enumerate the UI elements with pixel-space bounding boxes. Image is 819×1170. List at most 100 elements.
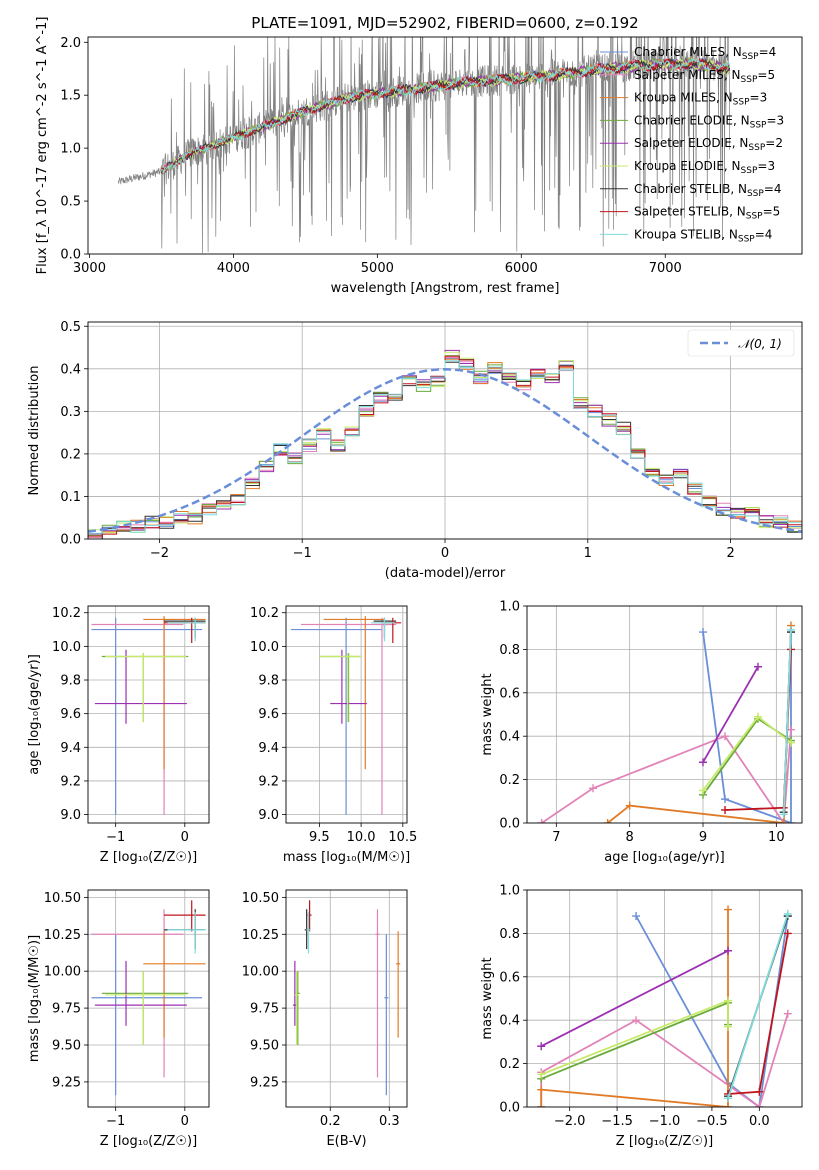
- figure-title: PLATE=1091, MJD=52902, FIBERID=0600, z=0…: [251, 14, 638, 32]
- legend-subscript: SSP: [741, 166, 758, 176]
- panel-weight-vs-Z: −2.0 −1.5 −1.0 −0.5 0.0 0.0 0.2 0.4 0.6 0.8 1.0 Z […: [480, 884, 803, 1149]
- legend: Chabrier MILES, NSSP=4 Salpeter MILES, NS…: [600, 45, 784, 244]
- y-tick-label: 9.75: [250, 1002, 279, 1017]
- weight-marker: [537, 819, 546, 823]
- weight-marker: [537, 1070, 546, 1079]
- legend-entry: Kroupa MILES, NSSP=3: [634, 91, 767, 108]
- y-tick-label: 10.0: [250, 640, 279, 655]
- y-tick-label: 0.2: [60, 447, 81, 462]
- legend-entry: Chabrier MILES, NSSP=4: [634, 45, 776, 62]
- y-tick-label: 9.50: [52, 1039, 81, 1054]
- weight-marker: [721, 795, 729, 804]
- normal-curve: [88, 368, 802, 533]
- y-tick-label: 1.0: [499, 884, 520, 899]
- x-tick-label: −1: [106, 1114, 125, 1129]
- axes-frame: [87, 36, 803, 255]
- y-tick-label: 9.0: [258, 808, 279, 823]
- legend-value: =4: [755, 227, 773, 241]
- legend-value: =3: [757, 159, 775, 173]
- y-tick-label: 10.25: [44, 928, 81, 943]
- x-tick-label: −1.0: [649, 1114, 681, 1129]
- x-tick-label: 0: [181, 830, 189, 845]
- weight-marker: [783, 1009, 792, 1018]
- x-tick-label: 0.2: [320, 1114, 341, 1129]
- weight-marker: [724, 1022, 733, 1031]
- y-tick-label: 9.6: [258, 707, 279, 722]
- y-axis-label: age [log₁₀(age/yr)]: [27, 654, 42, 775]
- legend-value: =4: [764, 182, 782, 196]
- plot-area: [527, 890, 802, 1107]
- y-tick-label: 9.4: [60, 741, 81, 756]
- x-axis-label: age [log₁₀(age/yr)]: [604, 850, 725, 865]
- panel-age-vs-mass: 9.5 10.0 10.5 9.0 9.2 9.4 9.6 9.8 10.0 10.2 mass […: [250, 605, 417, 865]
- x-axis-label: Z [log₁₀(Z/Z☉)]: [100, 850, 197, 865]
- y-tick-label: 0.3: [60, 405, 81, 420]
- legend-entry: Chabrier ELODIE, NSSP=3: [634, 113, 784, 130]
- weight-line: [702, 631, 792, 823]
- weight-line: [782, 629, 792, 815]
- weight-marker: [787, 725, 795, 734]
- weight-marker: [699, 628, 707, 637]
- legend-subscript: SSP: [750, 120, 767, 130]
- legend-entry: Salpeter ELODIE, NSSP=2: [634, 136, 783, 153]
- y-tick-label: 9.50: [250, 1039, 279, 1054]
- x-tick-label: 7: [552, 830, 560, 845]
- x-tick-label: 1: [584, 546, 592, 561]
- x-tick-label: 9.5: [309, 830, 330, 845]
- y-tick-label: 9.8: [60, 674, 81, 689]
- weight-marker: [755, 1103, 764, 1107]
- legend-subscript: SSP: [747, 189, 764, 199]
- axes-frame: [526, 889, 803, 1108]
- x-tick-label: 10.5: [388, 830, 417, 845]
- weight-marker: [724, 905, 733, 914]
- y-tick-label: 9.75: [52, 1002, 81, 1017]
- weight-line: [540, 909, 729, 1107]
- weight-line: [702, 666, 759, 763]
- y-tick-label: 9.8: [258, 674, 279, 689]
- y-tick-label: 9.25: [250, 1075, 279, 1090]
- weight-marker: [787, 625, 795, 634]
- y-tick-label: 10.25: [242, 928, 279, 943]
- legend-entry: Kroupa STELIB, NSSP=4: [634, 227, 772, 244]
- y-tick-label: 10.50: [44, 891, 81, 906]
- y-tick-label: 0.0: [60, 248, 81, 263]
- weight-marker: [755, 1087, 764, 1096]
- weight-marker: [537, 1103, 546, 1107]
- y-tick-label: 0.6: [499, 686, 520, 701]
- legend-entry: 𝒩(0, 1): [738, 337, 782, 351]
- legend-value: =4: [759, 45, 777, 59]
- legend-value: =3: [750, 91, 768, 105]
- y-tick-label: 0.2: [499, 1057, 520, 1072]
- x-tick-label: −1.5: [601, 1114, 633, 1129]
- legend-entry: Salpeter STELIB, NSSP=5: [634, 205, 780, 222]
- weight-marker: [783, 929, 792, 938]
- y-tick-label: 0.4: [499, 1014, 520, 1029]
- plot-area: [286, 890, 407, 1107]
- weight-line: [727, 913, 789, 1099]
- legend-box: [687, 329, 795, 357]
- y-tick-label: 10.00: [44, 965, 81, 980]
- x-tick-label: 10: [768, 830, 785, 845]
- legend-subscript: SSP: [742, 52, 759, 62]
- x-tick-label: 9: [699, 830, 707, 845]
- weight-marker: [779, 819, 788, 823]
- x-axis-label: (data-model)/error: [385, 566, 506, 581]
- legend-value: =3: [766, 113, 784, 127]
- x-axis-label: E(B-V): [326, 1134, 366, 1149]
- y-tick-label: 0.8: [499, 927, 520, 942]
- weight-marker: [787, 819, 795, 823]
- x-tick-label: 0.3: [379, 1114, 400, 1129]
- weight-marker: [603, 819, 612, 823]
- axes-frame: [285, 605, 408, 824]
- legend-value: =2: [765, 136, 783, 150]
- weight-marker: [724, 1103, 733, 1107]
- axes-frame: [87, 605, 210, 824]
- panel-weight-vs-age: 7 8 9 10 0.0 0.2 0.4 0.6 0.8 1.0 age [log₁₀(age/yr…: [480, 600, 803, 865]
- x-tick-label: 2: [726, 546, 734, 561]
- y-tick-label: 10.50: [242, 891, 279, 906]
- x-axis-label: mass [log₁₀(M/M☉)]: [283, 850, 410, 865]
- x-tick-label: 3000: [73, 261, 106, 276]
- weight-marker: [625, 801, 634, 810]
- x-axis-label: wavelength [Angstrom, rest frame]: [331, 281, 560, 296]
